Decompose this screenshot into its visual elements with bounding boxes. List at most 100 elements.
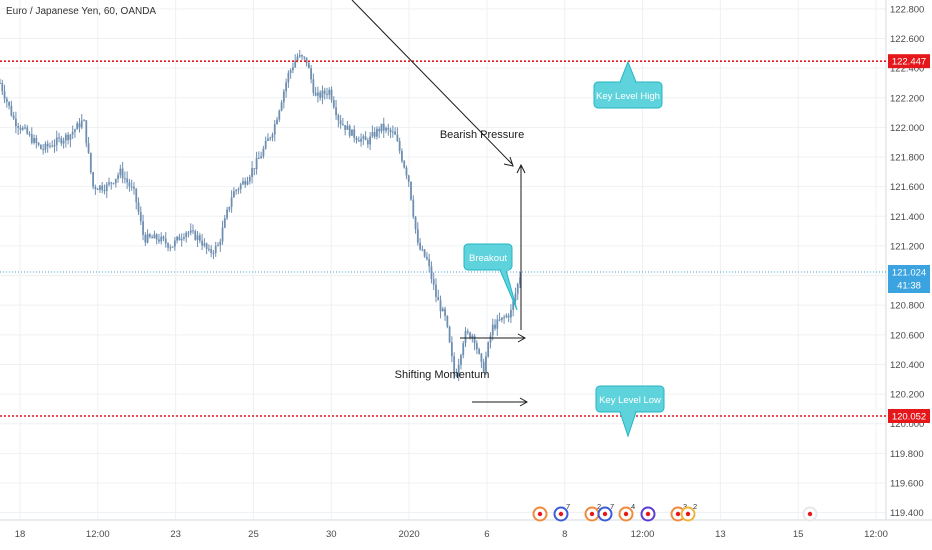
- candle-body: [437, 296, 440, 301]
- candle-body: [164, 238, 167, 244]
- breakout-callout[interactable]: Breakout: [463, 243, 518, 311]
- candle-body: [24, 127, 26, 129]
- candle-body: [416, 229, 419, 243]
- candle-body: [89, 152, 92, 173]
- event-marker[interactable]: 2: [680, 502, 698, 522]
- candlestick-series[interactable]: [0, 49, 521, 382]
- candle-body: [489, 335, 492, 343]
- candle-body: [162, 236, 165, 239]
- candle-body: [171, 246, 174, 248]
- candle-body: [208, 248, 210, 250]
- candle-body: [500, 317, 503, 320]
- range-bottom-arrow[interactable]: [472, 397, 529, 407]
- candle-body: [160, 236, 163, 242]
- event-marker-dot: [645, 511, 651, 517]
- candle-body: [310, 68, 312, 80]
- price-tick-label: 120.600: [890, 330, 924, 341]
- event-marker[interactable]: [802, 506, 818, 522]
- event-marker[interactable]: 7: [553, 502, 571, 522]
- candle-body: [255, 158, 258, 170]
- candle-body: [144, 234, 147, 243]
- candle-body: [51, 145, 54, 147]
- candle-body: [432, 279, 435, 285]
- candle-body: [219, 241, 222, 246]
- candle-body: [176, 236, 179, 241]
- bearish-pressure-label[interactable]: Bearish Pressure: [440, 129, 524, 141]
- price-tick-label: 122.000: [890, 123, 924, 134]
- price-tick-label: 119.600: [890, 478, 924, 489]
- time-tick-label: 12:00: [631, 529, 655, 540]
- candle-body: [460, 355, 462, 365]
- event-marker-dot: [602, 511, 608, 517]
- candle-body: [201, 240, 203, 246]
- price-tick-label: 121.600: [890, 182, 924, 193]
- candle-body: [366, 140, 369, 145]
- trend-arrow-bearish[interactable]: [351, 0, 514, 167]
- candle-body: [237, 189, 240, 191]
- candle-body: [42, 149, 45, 151]
- event-marker-dot: [558, 511, 564, 517]
- candle-body: [187, 232, 190, 234]
- candle-body: [223, 218, 226, 228]
- candle-body: [462, 343, 465, 356]
- candle-body: [180, 238, 183, 241]
- candle-body: [130, 186, 133, 188]
- candle-body: [205, 243, 208, 249]
- candle-body: [44, 143, 47, 150]
- candle-body: [133, 186, 135, 189]
- price-tick-label: 122.200: [890, 93, 924, 104]
- candle-body: [94, 186, 97, 190]
- candle-body: [450, 342, 453, 357]
- candle-body: [28, 133, 31, 135]
- candle-body: [69, 134, 72, 141]
- candle-body: [30, 134, 33, 143]
- candle-body: [262, 148, 265, 157]
- event-marker-dot: [675, 511, 681, 517]
- candle-body: [158, 239, 160, 242]
- candle-body: [121, 168, 124, 179]
- event-marker[interactable]: [640, 506, 656, 522]
- candle-body: [108, 182, 110, 185]
- candle-body: [478, 349, 481, 354]
- candle-body: [294, 60, 297, 68]
- candle-body: [203, 243, 206, 246]
- candle-body: [17, 126, 20, 128]
- event-marker-badge: 2: [597, 502, 601, 511]
- candle-body: [485, 356, 487, 372]
- candle-body: [5, 98, 8, 102]
- candle-body: [114, 178, 117, 184]
- candle-body: [401, 151, 403, 162]
- event-marker-dot: [589, 511, 595, 517]
- candle-body: [466, 331, 469, 333]
- key-level-low-callout[interactable]: Key Level Low: [595, 385, 665, 438]
- candle-body: [78, 123, 81, 128]
- candle-body: [446, 315, 449, 327]
- candle-body: [317, 92, 319, 96]
- candle-body: [407, 175, 410, 182]
- candle-body: [362, 136, 365, 139]
- candle-body: [510, 309, 512, 318]
- candle-body: [289, 70, 292, 73]
- key-level-high-callout[interactable]: Key Level High: [593, 60, 663, 109]
- event-marker[interactable]: 7: [597, 502, 615, 522]
- time-tick-label: 2020: [399, 529, 420, 540]
- breakout-vertical-arrow[interactable]: [516, 163, 526, 330]
- candle-body: [39, 144, 42, 150]
- event-marker[interactable]: 4: [618, 502, 636, 522]
- candle-body: [471, 335, 474, 339]
- symbol-title[interactable]: Euro / Japanese Yen, 60, OANDA: [6, 6, 156, 17]
- range-top-arrow[interactable]: [460, 333, 527, 343]
- event-marker[interactable]: [532, 506, 548, 522]
- candle-body: [405, 167, 408, 176]
- shifting-momentum-label[interactable]: Shifting Momentum: [395, 369, 490, 381]
- price-tick-label: 119.400: [890, 508, 924, 519]
- price-tick-label: 122.800: [890, 4, 924, 15]
- candle-body: [58, 137, 60, 139]
- candle-body: [469, 332, 471, 339]
- event-marker-badge: 7: [610, 502, 614, 511]
- candle-body: [62, 140, 65, 144]
- event-marker[interactable]: 2: [584, 502, 602, 522]
- candle-body: [364, 136, 367, 141]
